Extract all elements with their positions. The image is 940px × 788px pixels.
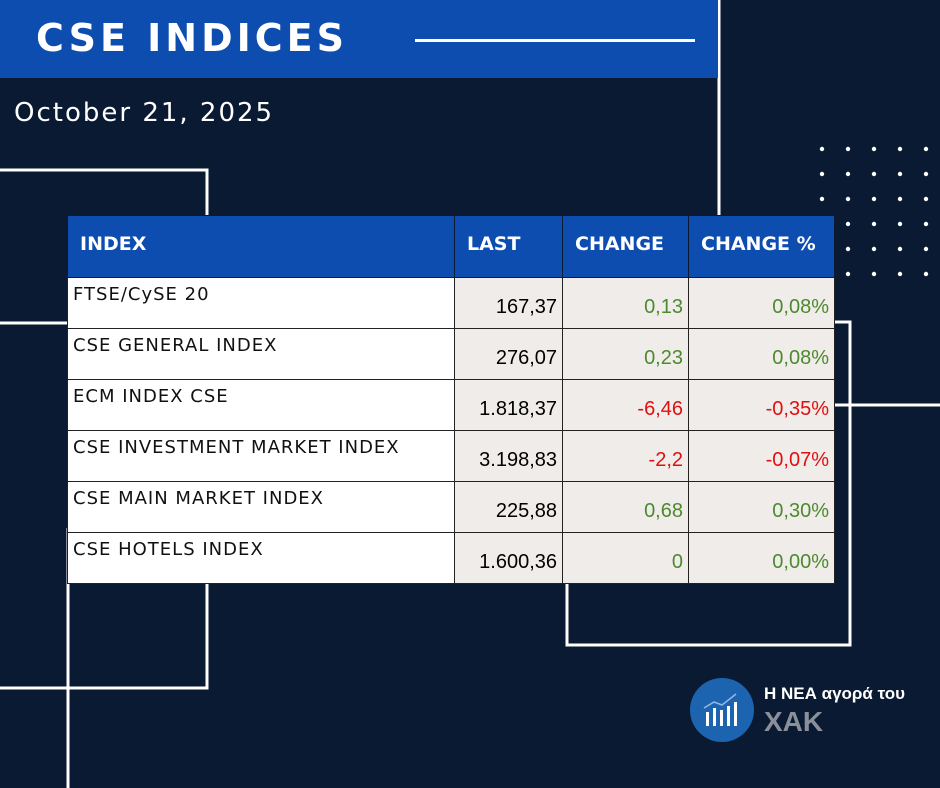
dot <box>871 146 877 152</box>
dot <box>871 221 877 227</box>
title-divider <box>415 39 695 42</box>
index-name: CSE GENERAL INDEX <box>67 328 455 380</box>
logo-line1: Η ΝΕΑ αγορά του <box>764 684 905 703</box>
change-pct-value: 0,08% <box>688 328 835 380</box>
dot <box>923 221 929 227</box>
table-row: CSE MAIN MARKET INDEX 225,88 0,68 0,30% <box>67 481 835 533</box>
table-row: CSE INVESTMENT MARKET INDEX 3.198,83 -2,… <box>67 430 835 482</box>
last-value: 1.600,36 <box>454 532 563 584</box>
dot <box>871 171 877 177</box>
change-pct-value: -0,35% <box>688 379 835 431</box>
index-name: FTSE/CySE 20 <box>67 277 455 329</box>
index-name: CSE INVESTMENT MARKET INDEX <box>67 430 455 482</box>
dot <box>923 146 929 152</box>
index-name: CSE MAIN MARKET INDEX <box>67 481 455 533</box>
dot <box>845 146 851 152</box>
dot <box>897 271 903 277</box>
change-pct-value: 0,30% <box>688 481 835 533</box>
table-row: ECM INDEX CSE 1.818,37 -6,46 -0,35% <box>67 379 835 431</box>
col-change: CHANGE <box>562 215 689 278</box>
change-value: 0,68 <box>562 481 689 533</box>
dot <box>819 171 825 177</box>
dot <box>871 196 877 202</box>
dot <box>923 246 929 252</box>
date: October 21, 2025 <box>14 98 275 128</box>
dot <box>897 196 903 202</box>
last-value: 276,07 <box>454 328 563 380</box>
dot <box>897 221 903 227</box>
dot <box>897 171 903 177</box>
dot <box>845 171 851 177</box>
page-title: CSE INDICES <box>36 16 348 60</box>
last-value: 3.198,83 <box>454 430 563 482</box>
last-value: 167,37 <box>454 277 563 329</box>
last-value: 1.818,37 <box>454 379 563 431</box>
change-value: 0,23 <box>562 328 689 380</box>
last-value: 225,88 <box>454 481 563 533</box>
table-row: CSE HOTELS INDEX 1.600,36 0 0,00% <box>67 532 835 584</box>
col-last: LAST <box>454 215 563 278</box>
col-change-pct: CHANGE % <box>688 215 835 278</box>
index-name: ECM INDEX CSE <box>67 379 455 431</box>
dot <box>923 196 929 202</box>
change-value: 0,13 <box>562 277 689 329</box>
indices-table: INDEX LAST CHANGE CHANGE % FTSE/CySE 20 … <box>67 215 835 584</box>
dot <box>871 246 877 252</box>
logo-line2: ΧΑΚ <box>764 706 824 737</box>
dot <box>871 271 877 277</box>
dot <box>819 146 825 152</box>
change-pct-value: 0,00% <box>688 532 835 584</box>
chart-logo-icon <box>690 678 754 742</box>
table-row: CSE GENERAL INDEX 276,07 0,23 0,08% <box>67 328 835 380</box>
dot <box>845 271 851 277</box>
dot <box>897 246 903 252</box>
dot <box>923 171 929 177</box>
dot <box>923 271 929 277</box>
table-row: FTSE/CySE 20 167,37 0,13 0,08% <box>67 277 835 329</box>
change-pct-value: -0,07% <box>688 430 835 482</box>
dot <box>845 196 851 202</box>
dot <box>897 146 903 152</box>
change-value: 0 <box>562 532 689 584</box>
change-value: -6,46 <box>562 379 689 431</box>
change-pct-value: 0,08% <box>688 277 835 329</box>
col-index: INDEX <box>67 215 455 278</box>
change-value: -2,2 <box>562 430 689 482</box>
dot <box>819 196 825 202</box>
dot <box>845 246 851 252</box>
dot <box>845 221 851 227</box>
index-name: CSE HOTELS INDEX <box>67 532 455 584</box>
